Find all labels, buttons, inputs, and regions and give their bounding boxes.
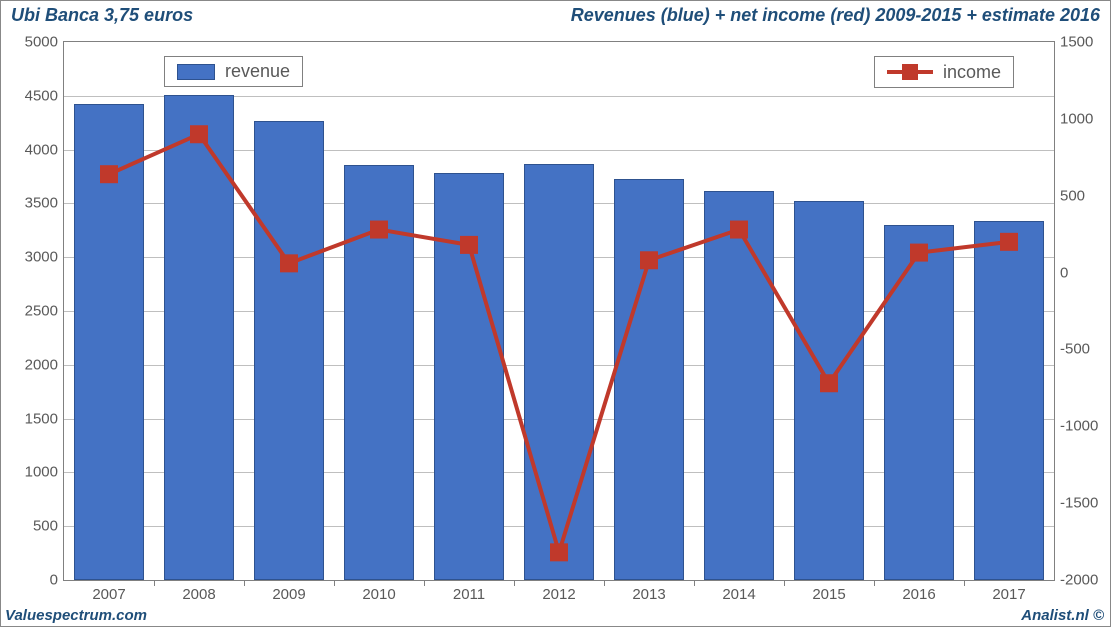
income-line	[109, 134, 1009, 552]
income-marker-2012	[550, 543, 568, 561]
y-left-tick-label: 2500	[25, 303, 58, 320]
x-tick	[604, 580, 605, 586]
x-tick-label: 2012	[542, 586, 575, 603]
chart-title-right: Revenues (blue) + net income (red) 2009-…	[571, 5, 1100, 26]
x-tick	[784, 580, 785, 586]
chart-frame: Ubi Banca 3,75 euros Revenues (blue) + n…	[0, 0, 1111, 627]
x-tick-label: 2013	[632, 586, 665, 603]
income-marker-2007	[100, 165, 118, 183]
y-right-tick-label: -1500	[1060, 495, 1098, 512]
footer-left: Valuespectrum.com	[5, 607, 147, 624]
x-tick	[694, 580, 695, 586]
chart-title-left: Ubi Banca 3,75 euros	[11, 5, 193, 26]
income-marker-2008	[190, 125, 208, 143]
y-left-tick-label: 4000	[25, 141, 58, 158]
income-marker-2011	[460, 236, 478, 254]
x-tick	[154, 580, 155, 586]
y-left-tick-label: 2000	[25, 356, 58, 373]
x-tick-label: 2007	[92, 586, 125, 603]
x-tick	[964, 580, 965, 586]
x-tick	[244, 580, 245, 586]
income-marker-2010	[370, 221, 388, 239]
x-tick	[874, 580, 875, 586]
x-tick-label: 2017	[992, 586, 1025, 603]
x-tick-label: 2008	[182, 586, 215, 603]
income-marker-2013	[640, 251, 658, 269]
income-marker-2009	[280, 254, 298, 272]
plot-area: revenue income 0500100015002000250030003…	[63, 41, 1055, 581]
y-right-tick-label: 1000	[1060, 110, 1093, 127]
y-left-tick-label: 3000	[25, 249, 58, 266]
x-tick-label: 2016	[902, 586, 935, 603]
y-left-tick-label: 3500	[25, 195, 58, 212]
x-tick-label: 2011	[453, 586, 485, 603]
income-marker-2015	[820, 374, 838, 392]
y-left-tick-label: 1000	[25, 464, 58, 481]
y-left-tick-label: 4500	[25, 87, 58, 104]
x-tick-label: 2014	[722, 586, 755, 603]
footer-right: Analist.nl ©	[1021, 607, 1104, 624]
x-tick-label: 2010	[362, 586, 395, 603]
x-tick	[334, 580, 335, 586]
x-tick	[424, 580, 425, 586]
y-right-tick-label: 1500	[1060, 34, 1093, 51]
y-left-tick-label: 0	[50, 572, 58, 589]
y-left-tick-label: 1500	[25, 410, 58, 427]
y-right-tick-label: -500	[1060, 341, 1090, 358]
income-line-layer	[64, 42, 1054, 580]
y-right-tick-label: -2000	[1060, 572, 1098, 589]
y-right-tick-label: 0	[1060, 264, 1068, 281]
x-tick-label: 2015	[812, 586, 845, 603]
income-marker-2014	[730, 221, 748, 239]
x-tick	[514, 580, 515, 586]
y-left-tick-label: 500	[33, 518, 58, 535]
y-left-tick-label: 5000	[25, 34, 58, 51]
income-marker-2016	[910, 244, 928, 262]
x-tick-label: 2009	[272, 586, 305, 603]
y-right-tick-label: -1000	[1060, 418, 1098, 435]
income-marker-2017	[1000, 233, 1018, 251]
y-right-tick-label: 500	[1060, 187, 1085, 204]
